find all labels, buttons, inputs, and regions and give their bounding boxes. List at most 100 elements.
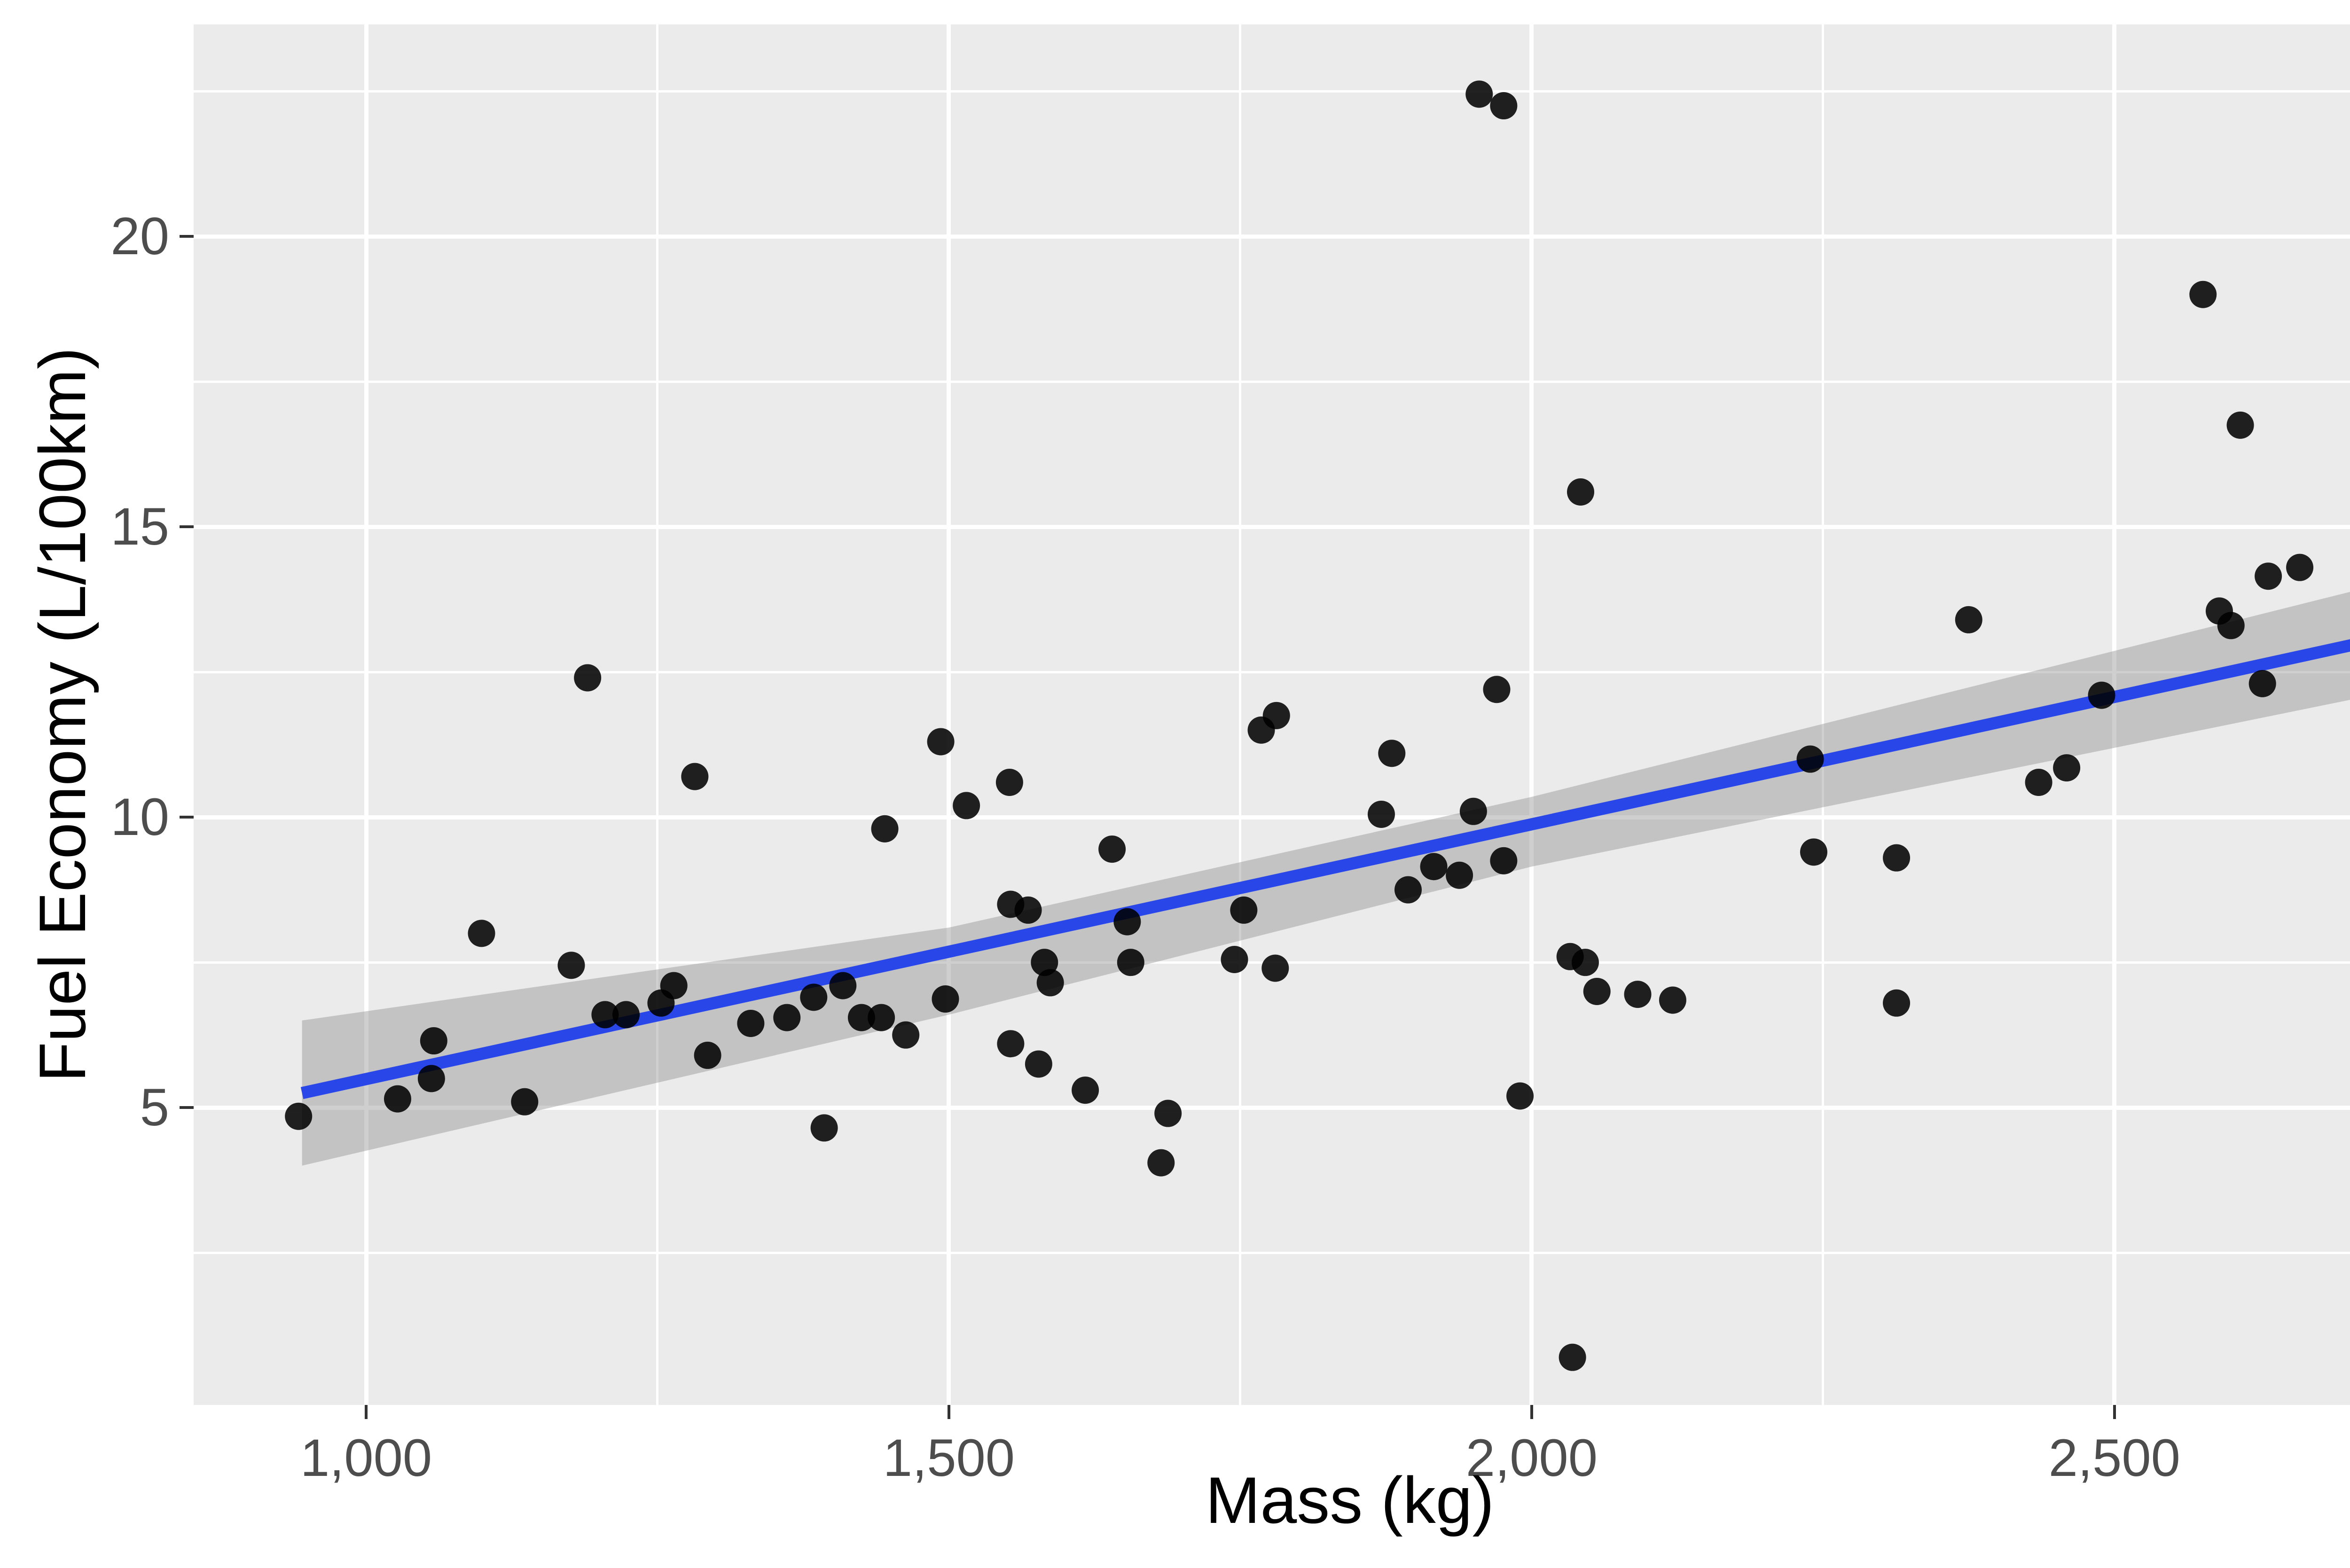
data-point: [574, 664, 602, 692]
data-point: [1378, 740, 1406, 767]
x-axis-title: Mass (kg): [1205, 1463, 1495, 1537]
data-point: [2255, 562, 2282, 590]
data-point: [1459, 797, 1487, 825]
x-major-gridline: [1529, 24, 1534, 1405]
data-point: [417, 1065, 445, 1092]
data-point: [1583, 977, 1611, 1005]
data-point: [1261, 954, 1289, 982]
x-minor-gridline: [1822, 24, 1825, 1405]
data-point: [681, 763, 709, 790]
data-point: [1796, 745, 1824, 773]
data-point: [1883, 844, 1911, 872]
data-point: [1113, 908, 1141, 936]
data-point: [2053, 754, 2081, 782]
data-point: [1490, 847, 1518, 874]
confidence-band: [302, 592, 2350, 1166]
data-point: [1883, 989, 1911, 1017]
data-point: [1420, 853, 1448, 881]
data-point: [1221, 945, 1248, 973]
data-point: [557, 952, 585, 979]
data-point: [591, 1001, 619, 1029]
data-point: [1147, 1149, 1175, 1177]
data-point: [2025, 768, 2052, 796]
data-point: [1955, 606, 1982, 633]
data-point: [927, 728, 955, 756]
data-point: [1036, 969, 1064, 997]
x-tick-label: 1,500: [883, 1428, 1015, 1487]
data-point: [1072, 1077, 1099, 1104]
data-point: [1117, 949, 1144, 976]
data-point: [810, 1114, 838, 1142]
data-point: [1659, 986, 1686, 1014]
regression-line: [300, 639, 2350, 1099]
data-point: [1394, 876, 1422, 904]
x-tick-mark: [1530, 1405, 1533, 1419]
data-point: [1506, 1082, 1534, 1110]
y-tick-mark: [180, 235, 194, 238]
x-minor-gridline: [656, 24, 659, 1405]
data-point: [285, 1102, 313, 1130]
data-point: [1025, 1050, 1052, 1078]
y-tick-label: 20: [110, 207, 169, 266]
scatter-points: [285, 80, 2314, 1371]
data-point: [2189, 281, 2217, 308]
data-point: [2286, 554, 2314, 581]
data-point: [694, 1041, 721, 1069]
data-point: [800, 983, 828, 1011]
data-point: [868, 1004, 895, 1031]
data-point: [829, 972, 857, 999]
y-major-gridline: [194, 524, 2350, 529]
x-major-gridline: [2112, 24, 2117, 1405]
data-point: [1490, 92, 1518, 120]
data-point: [1465, 80, 1493, 108]
data-point: [997, 1030, 1025, 1058]
x-tick-mark: [947, 1405, 950, 1419]
y-tick-label: 15: [110, 497, 169, 556]
data-point: [1230, 896, 1258, 924]
data-point: [1446, 861, 1473, 889]
data-point: [2226, 411, 2254, 439]
y-tick-mark: [180, 816, 194, 819]
y-tick-label: 10: [110, 788, 169, 847]
data-point: [468, 920, 495, 947]
data-point: [612, 1001, 640, 1029]
data-point: [1567, 478, 1595, 506]
data-point: [847, 1004, 875, 1031]
x-tick-label: 1,000: [300, 1428, 432, 1487]
x-tick-label: 2,500: [2048, 1428, 2180, 1487]
y-minor-gridline: [194, 671, 2350, 673]
y-minor-gridline: [194, 90, 2350, 93]
data-point: [871, 815, 899, 843]
data-point: [1262, 702, 1290, 729]
x-tick-mark: [2113, 1405, 2116, 1419]
y-tick-label: 5: [140, 1078, 169, 1137]
data-point: [511, 1088, 539, 1116]
data-point: [2217, 612, 2245, 640]
data-point: [773, 1004, 801, 1031]
y-minor-gridline: [194, 380, 2350, 383]
data-point: [1624, 981, 1652, 1008]
data-point: [737, 1009, 765, 1037]
data-point: [1154, 1100, 1182, 1127]
data-point: [953, 792, 980, 819]
data-point: [660, 972, 688, 999]
y-major-gridline: [194, 815, 2350, 819]
y-tick-mark: [180, 1106, 194, 1109]
x-major-gridline: [364, 24, 368, 1405]
data-point: [2248, 670, 2276, 697]
data-point: [932, 985, 959, 1013]
y-major-gridline: [194, 1105, 2350, 1110]
data-point: [1483, 676, 1511, 703]
data-point: [1800, 838, 1827, 866]
data-point: [1571, 949, 1599, 976]
y-axis-title: Fuel Economy (L/100km): [25, 347, 99, 1082]
data-point: [2088, 681, 2115, 709]
x-tick-mark: [365, 1405, 368, 1419]
data-point: [1014, 896, 1042, 924]
data-point: [1559, 1343, 1586, 1371]
x-major-gridline: [947, 24, 951, 1405]
data-point: [384, 1085, 411, 1113]
data-point: [420, 1027, 447, 1055]
